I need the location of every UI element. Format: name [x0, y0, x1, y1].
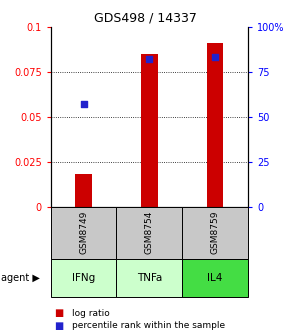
Text: GSM8749: GSM8749: [79, 211, 88, 254]
Text: IL4: IL4: [207, 273, 223, 283]
Text: GSM8759: GSM8759: [211, 211, 220, 254]
Text: log ratio: log ratio: [72, 309, 110, 318]
Text: ■: ■: [54, 321, 63, 331]
Text: agent ▶: agent ▶: [1, 273, 40, 283]
Point: [147, 56, 152, 62]
Text: TNFa: TNFa: [137, 273, 162, 283]
Text: GDS498 / 14337: GDS498 / 14337: [94, 12, 196, 25]
Bar: [141, 54, 157, 207]
Bar: [207, 43, 223, 207]
Point: [81, 101, 86, 107]
Text: ■: ■: [54, 308, 63, 318]
Point: [213, 55, 218, 60]
Text: percentile rank within the sample: percentile rank within the sample: [72, 322, 226, 330]
Text: GSM8754: GSM8754: [145, 211, 154, 254]
Bar: [75, 174, 92, 207]
Text: IFNg: IFNg: [72, 273, 95, 283]
